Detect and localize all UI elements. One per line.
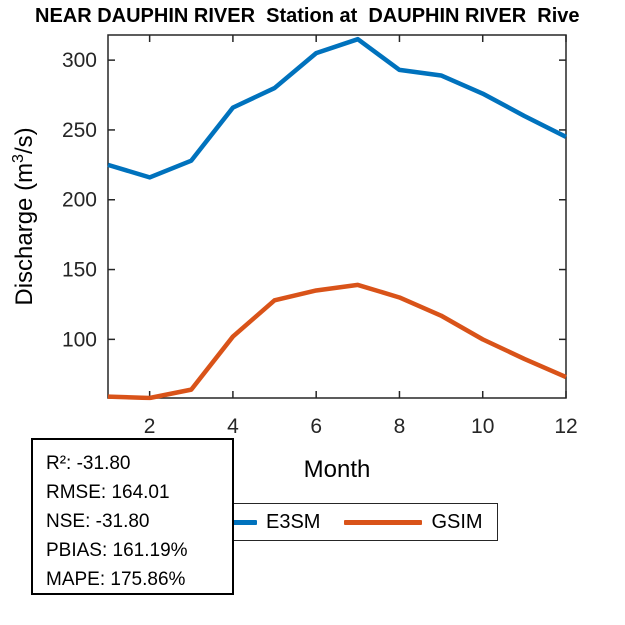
x-tick-label: 8 xyxy=(394,415,406,438)
stats-textbox: R²: -31.80 RMSE: 164.01 NSE: -31.80 PBIA… xyxy=(31,438,234,595)
plot-box xyxy=(107,34,567,399)
gsim-legend-line-sample xyxy=(344,519,423,525)
x-tick-label: 2 xyxy=(144,415,156,438)
y-tick-label: 200 xyxy=(62,189,97,212)
e3sm-legend-label: E3SM xyxy=(266,511,321,533)
y-tick-label: 300 xyxy=(62,49,97,72)
y-tick-label: 250 xyxy=(62,119,97,142)
e3sm-line xyxy=(107,36,568,180)
x-tick-label: 6 xyxy=(310,415,322,438)
gsim-legend-label: GSIM xyxy=(431,511,483,533)
x-tick-label: 12 xyxy=(554,415,577,438)
x-tick-label: 4 xyxy=(227,415,239,438)
stat-r2: R²: -31.80 xyxy=(46,453,131,474)
y-tick-label: 100 xyxy=(62,328,97,351)
stat-nse: NSE: -31.80 xyxy=(46,511,150,532)
gsim-line xyxy=(107,282,567,401)
x-tick-label: 10 xyxy=(471,415,494,438)
chart-title: NEAR DAUPHIN RIVER Station at DAUPHIN RI… xyxy=(35,5,580,27)
y-tick-label: 150 xyxy=(62,259,97,282)
stat-pbias: PBIAS: 161.19% xyxy=(46,540,188,561)
stat-rmse: RMSE: 164.01 xyxy=(46,482,170,503)
x-axis-label: Month xyxy=(304,456,371,483)
stat-mape: MAPE: 175.86% xyxy=(46,569,186,590)
y-axis-label: Discharge (m3/s) xyxy=(10,127,38,305)
